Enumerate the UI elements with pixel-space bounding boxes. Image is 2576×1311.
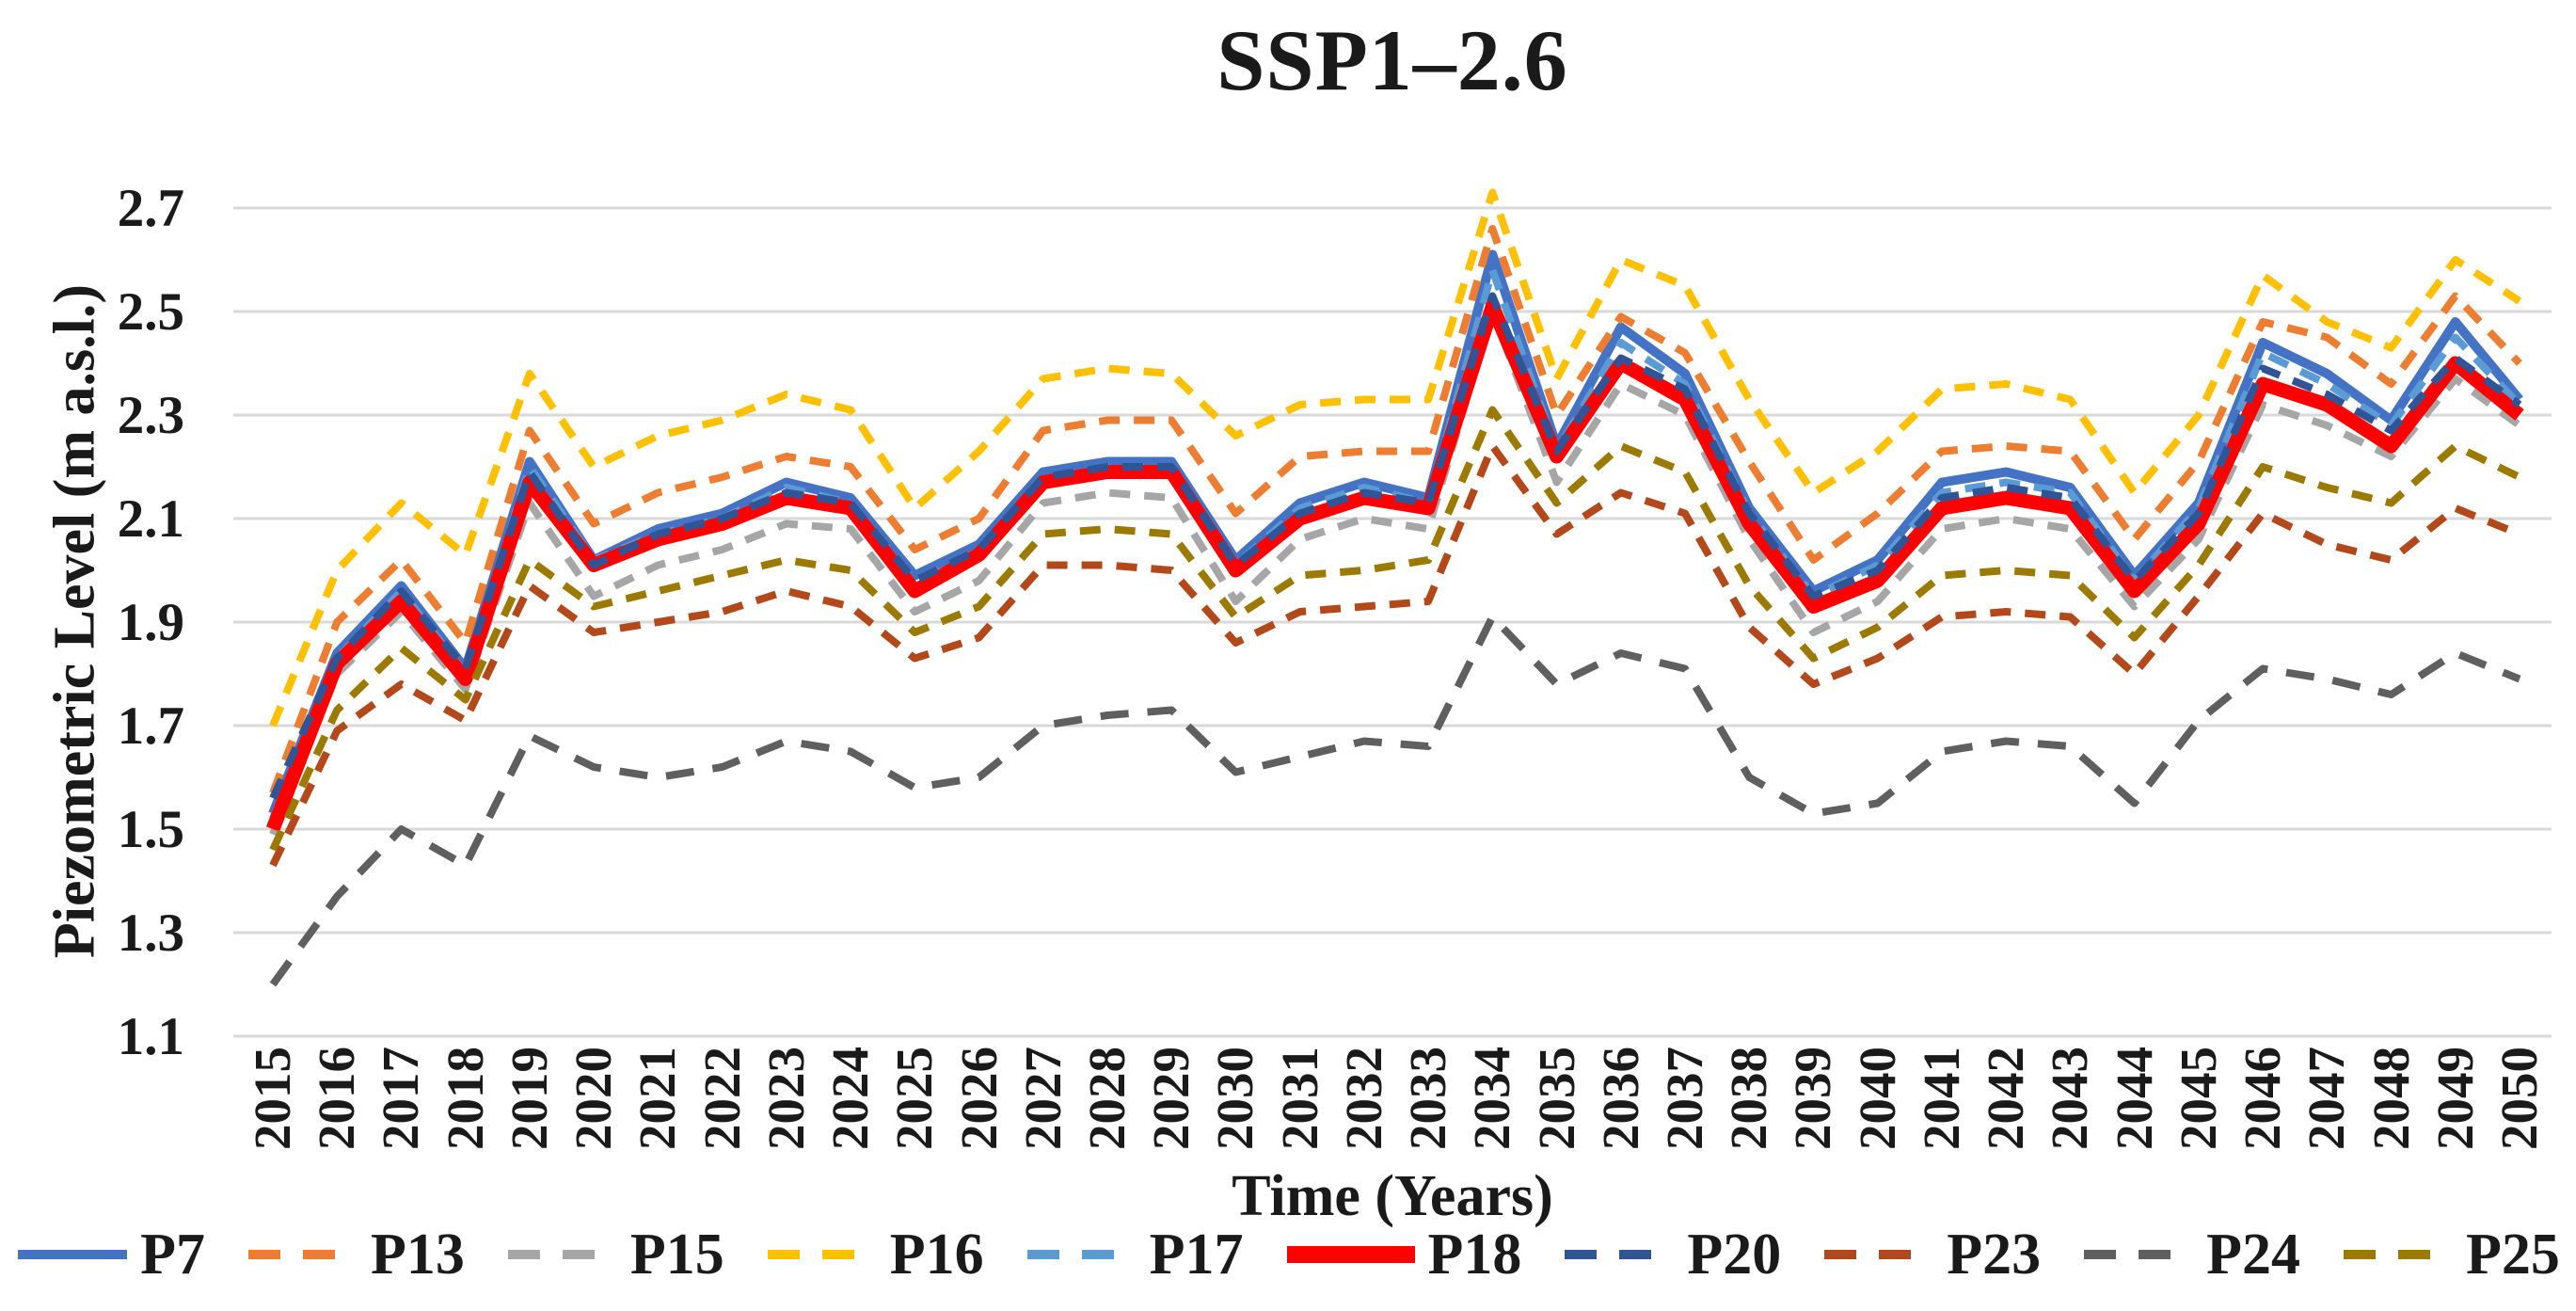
x-tick-label: 2027 [1013, 1047, 1072, 1150]
legend-label: P18 [1427, 1223, 1522, 1287]
x-tick-label: 2047 [2298, 1047, 2356, 1150]
legend-swatch-p17 [1026, 1250, 1137, 1259]
legend-label: P15 [629, 1223, 724, 1287]
x-tick-label: 2039 [1784, 1047, 1842, 1150]
y-tick-label: 1.9 [117, 593, 184, 652]
x-tick-label: 2024 [821, 1047, 880, 1150]
x-tick-label: 2022 [692, 1047, 751, 1150]
x-tick-label: 2034 [1463, 1047, 1521, 1150]
legend-swatch-p18 [1286, 1246, 1415, 1263]
x-tick-label: 2028 [1077, 1047, 1136, 1150]
legend-label: P25 [2466, 1223, 2560, 1287]
x-axis-title: Time (Years) [1232, 1164, 1553, 1228]
legend-swatch-p20 [1565, 1250, 1675, 1259]
x-tick-label: 2018 [436, 1047, 494, 1150]
legend-swatch-p25 [2344, 1250, 2453, 1259]
legend-label: P24 [2206, 1223, 2300, 1287]
x-tick-label: 2017 [372, 1047, 430, 1150]
x-tick-label: 2015 [244, 1047, 301, 1150]
x-tick-label: 2023 [756, 1047, 815, 1150]
y-tick-labels: 1.1 1.3 1.5 1.7 1.9 2.1 2.3 2.5 2.7 [0, 0, 184, 1311]
x-tick-label: 2043 [2041, 1047, 2099, 1150]
legend-label: P16 [889, 1223, 984, 1287]
y-tick-label: 2.7 [117, 179, 184, 238]
x-tick-label: 2046 [2234, 1047, 2292, 1150]
y-tick-label: 2.5 [117, 282, 184, 342]
legend-item-p16: P16 [766, 1222, 984, 1287]
x-tick-label: 2048 [2361, 1047, 2420, 1150]
y-tick-label: 1.1 [117, 1007, 184, 1066]
legend-swatch-p24 [2084, 1250, 2194, 1259]
y-tick-label: 2.1 [117, 489, 184, 549]
series-lines [266, 188, 2524, 987]
legend-swatch-p13 [248, 1250, 358, 1259]
x-tick-label: 2045 [2169, 1047, 2227, 1150]
x-tick-label: 2049 [2425, 1047, 2484, 1150]
legend-item-p23: P23 [1822, 1222, 2041, 1287]
y-tick-label: 1.5 [117, 800, 184, 859]
x-tick-label: 2038 [1720, 1047, 1778, 1150]
x-tick-label: 2019 [500, 1047, 558, 1150]
legend-item-p13: P13 [246, 1222, 465, 1287]
chart-title: SSP1–2.6 [1216, 12, 1568, 108]
legend-item-p7: P7 [16, 1222, 205, 1287]
series-line-p13 [269, 225, 2522, 794]
legend-item-p17: P17 [1026, 1222, 1244, 1287]
x-tick-label: 2041 [1912, 1047, 1970, 1150]
x-tick-label: 2050 [2490, 1047, 2548, 1150]
legend-label: P17 [1149, 1223, 1244, 1287]
legend-label: P20 [1687, 1223, 1782, 1287]
y-tick-label: 1.3 [117, 903, 184, 963]
legend-swatch-p7 [18, 1250, 128, 1259]
x-tick-label: 2029 [1142, 1047, 1201, 1150]
legend-swatch-p15 [507, 1250, 617, 1259]
x-tick-label: 2040 [1848, 1047, 1906, 1150]
y-tick-label: 2.3 [117, 386, 184, 445]
legend-item-p15: P15 [506, 1222, 724, 1287]
series-line-p24 [269, 613, 2521, 987]
x-tick-label: 2037 [1656, 1047, 1714, 1150]
legend-label: P13 [371, 1223, 465, 1287]
series-line-p16 [269, 188, 2522, 727]
x-tick-label: 2030 [1206, 1047, 1264, 1150]
series-line-p18 [266, 299, 2524, 832]
y-tick-label: 1.7 [117, 696, 184, 756]
legend-label: P7 [140, 1223, 205, 1287]
gridlines [233, 206, 2552, 1038]
series-line-p20 [269, 292, 2522, 800]
x-tick-label: 2035 [1527, 1047, 1585, 1150]
legend-item-p25: P25 [2342, 1222, 2560, 1287]
x-tick-label: 2032 [1334, 1047, 1392, 1150]
x-tick-label: 2036 [1591, 1047, 1649, 1150]
series-line-p7 [268, 249, 2523, 816]
legend-swatch-p23 [1824, 1250, 1934, 1259]
x-tick-label: 2044 [2105, 1047, 2163, 1150]
x-tick-label: 2025 [885, 1047, 944, 1150]
x-tick-label: 2020 [564, 1047, 623, 1150]
series-line-p15 [269, 308, 2522, 836]
legend-item-p20: P20 [1563, 1222, 1781, 1287]
x-tick-label: 2016 [308, 1047, 366, 1150]
x-tick-label: 2033 [1399, 1047, 1457, 1150]
x-tick-label: 2026 [949, 1047, 1008, 1150]
x-tick-label: 2021 [628, 1047, 687, 1150]
legend-item-p18: P18 [1285, 1222, 1522, 1287]
legend: P7 P13 P15 P16 P17 P18 P20 P23 P24 P25 [0, 1222, 2576, 1287]
legend-item-p24: P24 [2082, 1222, 2300, 1287]
legend-swatch-p16 [767, 1250, 877, 1259]
x-tick-label: 2042 [1977, 1047, 2035, 1150]
x-tick-label: 2031 [1270, 1047, 1328, 1150]
series-line-p23 [269, 442, 2521, 868]
legend-label: P23 [1947, 1223, 2042, 1287]
